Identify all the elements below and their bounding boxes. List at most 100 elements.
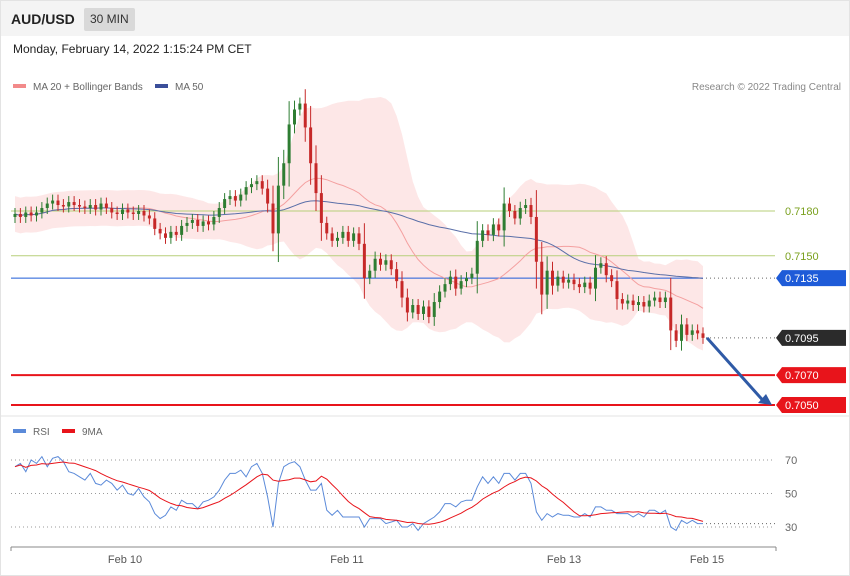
forecast-arrow-head [758, 394, 772, 405]
candle-body [51, 200, 55, 204]
candle-body [276, 185, 280, 234]
rsi-tick-70: 70 [785, 455, 797, 467]
candle-body [561, 276, 565, 283]
candle-body [416, 305, 420, 314]
candle-body [454, 276, 458, 289]
header-bar: AUD/USD 30 MIN [1, 1, 849, 36]
candle-body [470, 273, 474, 279]
candle-body [368, 270, 372, 279]
level-label-0.7135: 0.7135 [785, 273, 819, 285]
candle-body [325, 222, 329, 234]
candle-body [131, 212, 135, 214]
forecast-arrow-shaft [705, 336, 765, 402]
candle-body [615, 281, 619, 300]
candle-body [201, 221, 205, 226]
candle-body [255, 181, 259, 185]
candle-body [13, 213, 17, 217]
candle-body [491, 224, 495, 235]
candle-body [244, 187, 248, 195]
rsi-tick-50: 50 [785, 489, 797, 501]
price-tag-0.7095 [776, 329, 846, 346]
candle-body [78, 205, 81, 207]
candle-body [599, 263, 603, 268]
candle-body [309, 127, 313, 164]
candle-body [88, 205, 92, 209]
candle-body [486, 230, 490, 235]
candle-body [212, 216, 216, 225]
timeframe-button[interactable]: 30 MIN [84, 8, 135, 31]
candle-body [196, 219, 200, 226]
candle-body [448, 276, 452, 285]
candle-body [610, 275, 614, 282]
candle-body [180, 225, 184, 235]
candle-body [341, 231, 345, 238]
ma50-legend-label: MA 50 [175, 82, 204, 93]
candle-body [524, 205, 528, 209]
price-tag-0.7050 [776, 397, 846, 413]
candle-body [588, 282, 592, 289]
candle-body [271, 203, 275, 234]
rsi-tick-30: 30 [785, 522, 797, 534]
candle-body [556, 276, 560, 286]
candle-body [72, 202, 76, 206]
candle-body [121, 209, 124, 214]
rsi-panel: 70 50 30 [11, 455, 797, 534]
level-label-0.7150: 0.7150 [785, 251, 819, 263]
candle-body [83, 206, 87, 209]
candle-body [104, 203, 108, 209]
candle-body [61, 205, 65, 207]
candle-body [24, 212, 28, 217]
candle-body [346, 231, 350, 241]
ma50-legend-swatch [155, 84, 168, 88]
candle-body [680, 324, 683, 341]
candle-body [545, 270, 549, 295]
candle-body [319, 193, 323, 223]
candle-body [465, 278, 468, 282]
candle-body [158, 228, 162, 234]
ma50-line [14, 200, 704, 279]
candle-body [217, 208, 221, 217]
candle-body [153, 218, 157, 229]
candle-body [330, 233, 334, 241]
candle-body [411, 305, 415, 313]
candle-body [287, 124, 291, 164]
rsi-legend-label: RSI [33, 427, 50, 438]
x-tick-label: Feb 11 [330, 554, 363, 566]
candle-body [126, 209, 130, 213]
candle-body [658, 297, 662, 303]
candle-body [594, 267, 597, 289]
candle-body [94, 205, 98, 210]
candle-body [443, 284, 447, 292]
rsi-ma-legend-swatch [62, 429, 75, 433]
candle-body [115, 212, 119, 214]
candle-body [696, 330, 700, 334]
candle-body [99, 203, 103, 210]
candle-body [314, 163, 318, 194]
moving-averages [14, 177, 704, 309]
candle-body [497, 224, 501, 231]
rsi-legend-swatch [13, 429, 26, 433]
candle-body [685, 324, 689, 335]
candle-body [405, 297, 409, 313]
candle-body [223, 199, 227, 209]
rsi-ma-line [14, 461, 704, 525]
candle-body [228, 196, 232, 200]
candle-body [35, 212, 38, 216]
candle-body [384, 260, 388, 265]
candle-body [653, 297, 657, 301]
candle-body [631, 300, 635, 306]
candle-body [540, 261, 544, 295]
candle-body [583, 282, 587, 288]
candle-body [400, 281, 404, 298]
candle-body [373, 258, 377, 271]
candle-body [642, 302, 646, 307]
candle-body [647, 300, 651, 307]
candle-body [529, 205, 533, 217]
forecast-arrow [705, 336, 772, 405]
candle-body [233, 196, 237, 201]
candle-body [432, 302, 436, 317]
candle-body [142, 211, 146, 216]
candle-body [459, 281, 463, 289]
candle-body [481, 230, 485, 241]
